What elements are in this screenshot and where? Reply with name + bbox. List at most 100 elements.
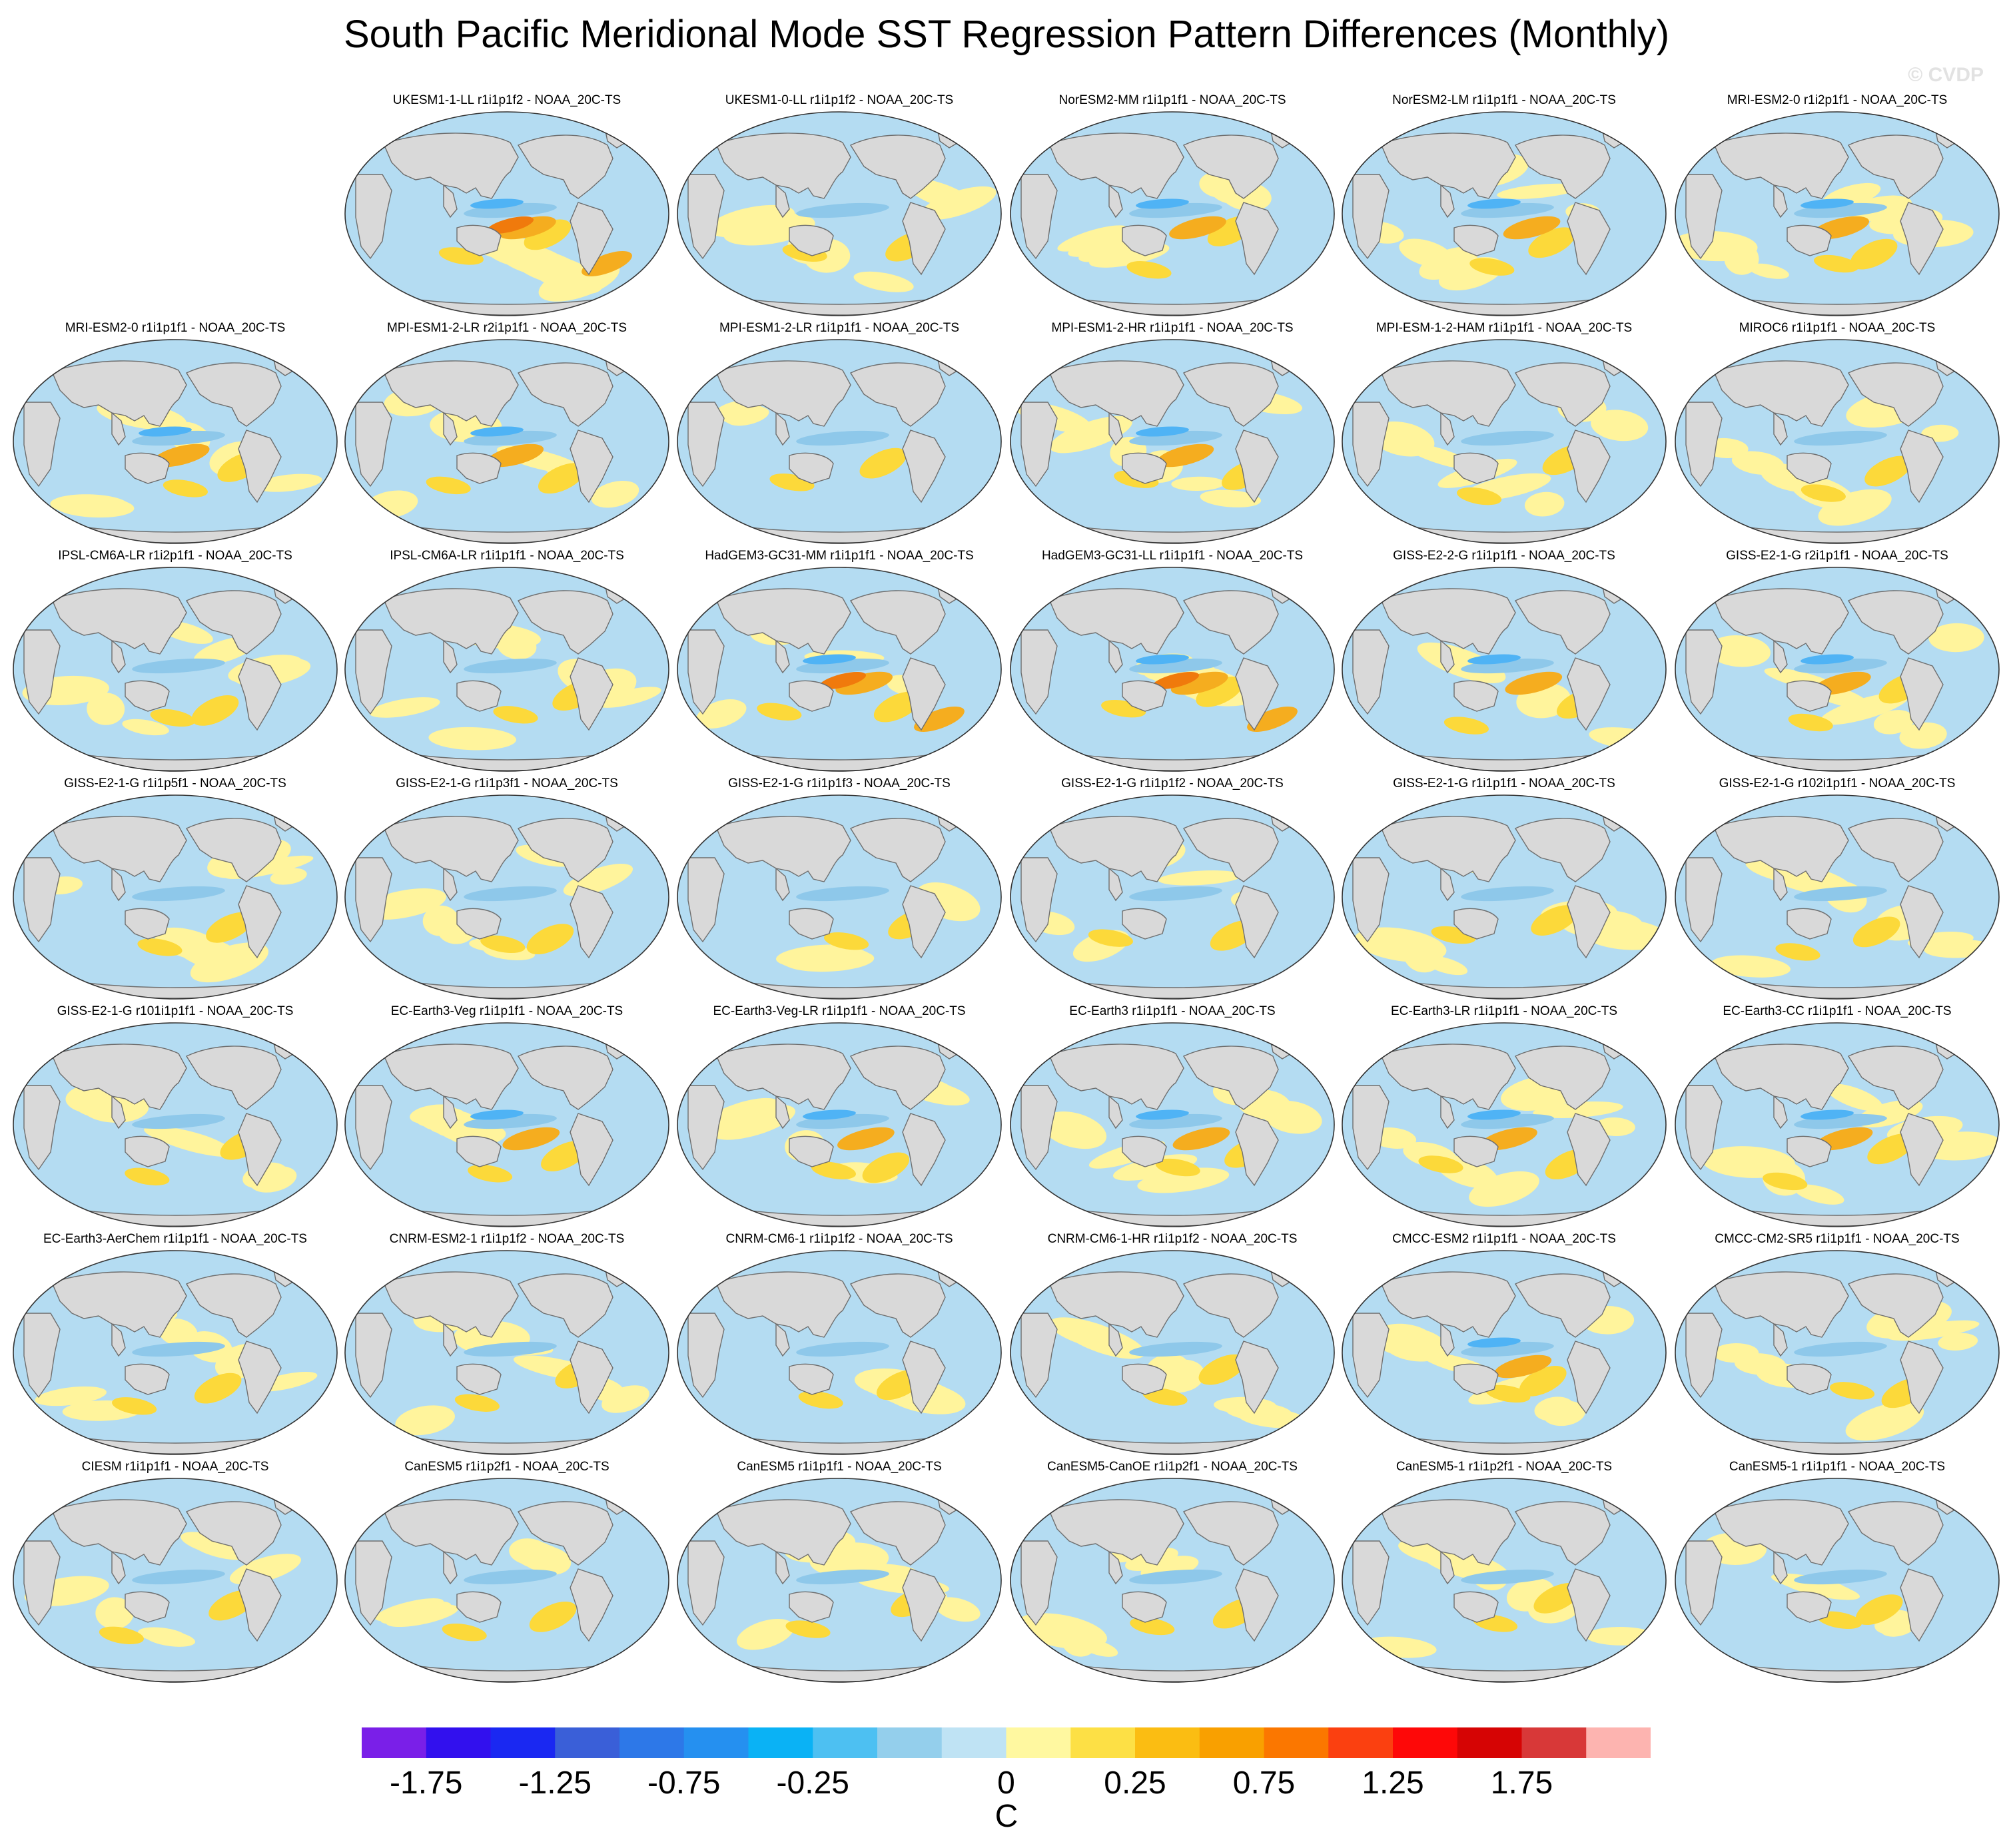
landmass: [570, 1341, 613, 1414]
sst-anomaly-patch: [921, 186, 997, 220]
sst-anomaly-patch: [426, 476, 471, 495]
landmass: [1235, 202, 1279, 276]
map-panel: GISS-E2-1-G r1i1p5f1 - NOAA_20C-TS: [12, 776, 338, 1000]
colorbar-swatch: [426, 1727, 491, 1758]
map-outline: [344, 794, 669, 1000]
landmass: [355, 857, 392, 943]
map-panel: GISS-E2-1-G r1i1p1f3 - NOAA_20C-TS: [676, 776, 1003, 1000]
landmass: [902, 1568, 946, 1642]
landmass: [443, 1095, 458, 1129]
panel-title: UKESM1-1-LL r1i1p1f2 - NOAA_20C-TS: [392, 93, 621, 107]
landmass: [443, 1323, 458, 1357]
map-outline: [13, 567, 338, 772]
landmass: [1685, 402, 1723, 487]
map-panel: GISS-E2-1-G r1i1p3f1 - NOAA_20C-TS: [344, 776, 670, 1000]
landmass: [443, 184, 458, 218]
landmass: [1713, 1271, 1849, 1338]
colorbar-swatch: [1521, 1727, 1587, 1758]
landmass: [1122, 1135, 1167, 1167]
map-panel: HadGEM3-GC31-LL r1i1p1f1 - NOAA_20C-TS: [1009, 549, 1336, 772]
landmass: [1453, 1591, 1499, 1623]
sst-anomaly-patch: [499, 216, 556, 240]
map-mid-icon: [1675, 1022, 2000, 1227]
landmass: [1235, 1341, 1279, 1414]
landmass: [517, 135, 613, 199]
map-panel: MPI-ESM1-2-LR r2i1p1f1 - NOAA_20C-TS: [344, 321, 670, 545]
landmass: [111, 639, 126, 674]
map-weak-icon: [344, 1478, 669, 1683]
sst-anomaly-patch: [524, 219, 572, 250]
colorbar-swatch: [1006, 1727, 1071, 1758]
sst-anomaly-patch: [132, 886, 225, 902]
map-outline: [1342, 1250, 1667, 1455]
colorbar-swatch: [1586, 1727, 1651, 1758]
map-outline: [1010, 1478, 1335, 1683]
landmass: [687, 402, 725, 487]
landmass: [1182, 590, 1279, 655]
map-outline: [344, 567, 669, 772]
sst-anomaly-patch: [125, 1167, 170, 1186]
landmass: [849, 818, 946, 882]
sst-anomaly-patch: [1856, 1594, 1903, 1626]
landmass: [1453, 908, 1499, 940]
map-weak-icon: [1342, 1478, 1667, 1683]
sst-anomaly-patch: [395, 1405, 455, 1436]
landmass: [1685, 629, 1723, 715]
landmass: [1787, 452, 1832, 484]
landmass: [517, 362, 613, 427]
landmass: [456, 908, 502, 940]
landmass: [1847, 818, 1944, 882]
landmass: [570, 1568, 613, 1642]
landmass: [1048, 133, 1184, 199]
landmass: [238, 885, 282, 959]
landmass: [1567, 885, 1611, 959]
sst-anomaly-patch: [1142, 1388, 1188, 1406]
sst-anomaly-patch: [819, 671, 867, 690]
sst-anomaly-patch: [1497, 183, 1579, 199]
landmass: [849, 135, 946, 199]
sst-anomaly-patch: [454, 1394, 500, 1412]
sst-anomaly-patch: [1061, 1321, 1146, 1359]
landmass: [1787, 908, 1832, 940]
panel-title: MPI-ESM1-2-HR r1i1p1f1 - NOAA_20C-TS: [1051, 321, 1294, 335]
sst-anomaly-patch: [1763, 1172, 1808, 1191]
landmass: [1182, 818, 1279, 882]
panel-title: GISS-E2-1-G r1i1p5f1 - NOAA_20C-TS: [64, 776, 286, 790]
landmass: [1900, 1341, 1944, 1414]
sst-anomaly-patch: [1200, 489, 1262, 507]
sst-anomaly-patch: [1129, 886, 1222, 902]
sst-anomaly-patch: [132, 658, 225, 674]
landmass: [1685, 174, 1723, 260]
sst-anomaly-patch: [538, 463, 586, 494]
landmass: [1122, 224, 1167, 256]
map-weak-icon: [677, 111, 1002, 316]
landmass: [570, 657, 613, 731]
sst-anomaly-patch: [1443, 717, 1489, 735]
landmass: [125, 452, 170, 484]
map-weak-icon: [13, 794, 338, 1000]
landmass: [51, 1271, 187, 1338]
sst-anomaly-patch: [191, 695, 239, 726]
sst-anomaly-patch: [1469, 258, 1515, 276]
landmass: [849, 590, 946, 655]
landmass: [125, 1591, 170, 1623]
colorbar-labels: -1.75 -1.25 -0.75 -0.25 0 0.25 0.75 1.25 1.75: [0, 1765, 2013, 1805]
landmass: [1847, 1501, 1944, 1566]
landmass: [1567, 202, 1611, 276]
landmass: [185, 1273, 282, 1338]
landmass: [789, 680, 834, 712]
sst-anomaly-patch: [803, 1109, 856, 1120]
panel-title: MRI-ESM2-0 r1i2p1f1 - NOAA_20C-TS: [1727, 93, 1948, 107]
landmass: [687, 629, 725, 715]
landmass: [1122, 908, 1167, 940]
sst-anomaly-patch: [727, 407, 769, 426]
sst-anomaly-patch: [206, 912, 253, 943]
landmass: [1567, 1568, 1611, 1642]
landmass: [902, 657, 946, 731]
landmass: [570, 1113, 613, 1187]
sst-anomaly-patch: [591, 480, 639, 508]
sst-anomaly-patch: [95, 1597, 134, 1630]
landmass: [456, 1363, 502, 1395]
sst-anomaly-patch: [1938, 1333, 1978, 1351]
landmass: [1380, 1499, 1516, 1566]
